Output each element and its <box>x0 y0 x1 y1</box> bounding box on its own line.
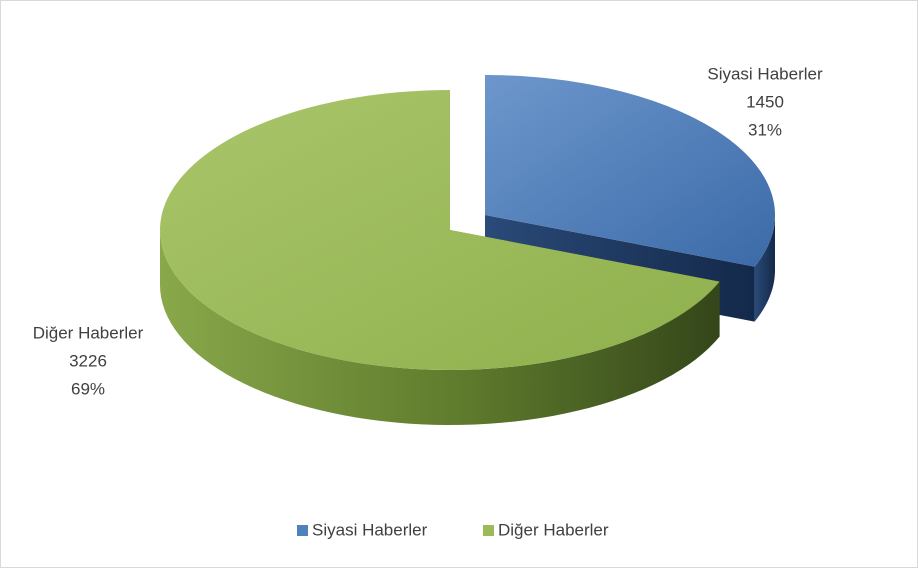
data-label-name: Siyasi Haberler <box>707 64 823 83</box>
slice <box>485 75 775 267</box>
slice-side <box>160 230 720 425</box>
data-label-percent: 69% <box>71 379 105 398</box>
data-label-value: 1450 <box>746 92 784 111</box>
slice-side <box>754 215 775 322</box>
legend-label: Diğer Haberler <box>498 520 609 539</box>
data-label-value: 3226 <box>69 351 107 370</box>
legend-swatch <box>297 525 308 536</box>
data-label-name: Diğer Haberler <box>33 323 144 342</box>
data-label-percent: 31% <box>748 120 782 139</box>
legend-swatch <box>483 525 494 536</box>
slice <box>160 90 720 370</box>
legend-label: Siyasi Haberler <box>312 520 428 539</box>
